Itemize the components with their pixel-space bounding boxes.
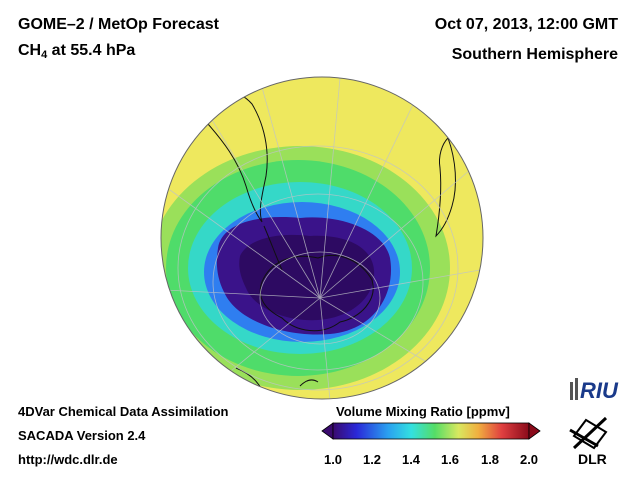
colorbar-tick: 1.4 [401,452,421,467]
species-label: CH4 at 55.4 hPa [18,42,135,61]
footer-assimilation: 4DVar Chemical Data Assimilation [18,404,229,419]
colorbar-max-arrow [528,422,541,440]
riu-logo: RIU [570,378,619,403]
antarctic-peninsula [263,225,283,271]
forecast-date: Oct 07, 2013, 12:00 GMT [434,16,618,33]
colorbar-tick: 1.0 [323,452,343,467]
antarctica-coastline [259,254,374,332]
pressure-level: at 55.4 hPa [47,42,136,59]
colorbar-tick: 1.6 [440,452,460,467]
africa-coastline [435,137,456,238]
footer-url[interactable]: http://wdc.dlr.de [18,452,118,467]
product-title: GOME–2 / MetOp Forecast [18,16,219,33]
dlr-logo-text: DLR [578,451,607,467]
colorbar-min-arrow [321,422,334,440]
colorbar-tick: 2.0 [519,452,539,467]
graticule [164,77,481,399]
colorbar-gradient [332,422,530,440]
colorbar-tick: 1.2 [362,452,382,467]
species-subscript: 4 [41,49,48,61]
riu-logo-text: RIU [580,378,619,403]
species-name: CH [18,42,42,59]
hemisphere-label: Southern Hemisphere [451,46,618,63]
footer-version: SACADA Version 2.4 [18,428,146,443]
new-zealand-coastline [299,379,319,387]
colorbar-title: Volume Mixing Ratio [ppmv] [336,404,510,419]
globe-outline [160,76,484,400]
colorbar-tick: 1.8 [480,452,500,467]
dlr-logo: DLR [569,416,608,467]
dlr-emblem-icon [569,416,608,450]
